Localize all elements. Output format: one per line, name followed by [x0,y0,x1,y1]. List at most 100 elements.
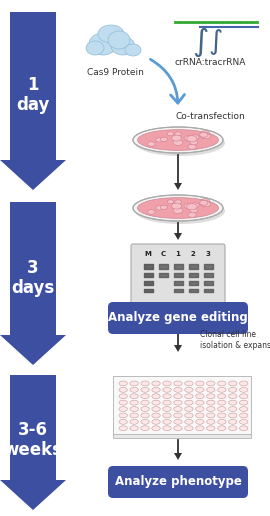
Ellipse shape [229,394,237,399]
Ellipse shape [174,420,182,424]
Ellipse shape [163,388,171,392]
Text: Clonal cell line
isolation & expansion: Clonal cell line isolation & expansion [200,330,270,350]
Ellipse shape [141,388,149,392]
Ellipse shape [201,131,210,136]
Ellipse shape [119,426,127,431]
Ellipse shape [185,420,193,424]
Ellipse shape [163,420,171,424]
Ellipse shape [119,381,127,386]
Ellipse shape [174,388,182,392]
Ellipse shape [130,413,138,418]
Ellipse shape [111,37,135,55]
FancyBboxPatch shape [108,466,248,498]
Ellipse shape [188,213,196,217]
Ellipse shape [133,195,223,221]
Ellipse shape [239,407,248,411]
Ellipse shape [130,381,138,386]
Ellipse shape [196,400,204,405]
Bar [113,376,251,434]
Ellipse shape [196,381,204,386]
Ellipse shape [141,381,149,386]
Ellipse shape [185,407,193,411]
Text: $\mathregular{\int}$: $\mathregular{\int}$ [208,27,222,57]
Ellipse shape [147,142,155,147]
Ellipse shape [239,420,248,424]
Ellipse shape [152,381,160,386]
Text: 1: 1 [176,251,180,257]
Ellipse shape [190,140,198,145]
Ellipse shape [130,394,138,399]
Ellipse shape [229,388,237,392]
FancyBboxPatch shape [108,302,248,334]
Ellipse shape [156,138,163,142]
Ellipse shape [218,420,226,424]
Ellipse shape [201,199,210,204]
Ellipse shape [152,413,160,418]
Ellipse shape [173,207,183,214]
Ellipse shape [202,202,211,206]
Ellipse shape [137,130,218,150]
Ellipse shape [156,206,163,210]
Ellipse shape [239,381,248,386]
Bar [10,375,56,480]
Ellipse shape [191,203,199,208]
Ellipse shape [200,132,208,137]
Bar [10,12,56,160]
Text: crRNA:tracrRNA: crRNA:tracrRNA [174,58,246,67]
Ellipse shape [163,426,171,431]
Ellipse shape [200,134,208,138]
Ellipse shape [218,388,226,392]
Ellipse shape [174,426,182,431]
Ellipse shape [239,400,248,405]
Ellipse shape [130,420,138,424]
Ellipse shape [187,136,197,142]
Ellipse shape [187,204,197,210]
Ellipse shape [191,135,199,140]
Ellipse shape [184,136,192,140]
Ellipse shape [196,420,204,424]
Ellipse shape [171,203,182,209]
Text: Analyze gene editing: Analyze gene editing [108,312,248,325]
Ellipse shape [167,132,174,136]
Polygon shape [174,453,182,460]
Ellipse shape [196,407,204,411]
Ellipse shape [133,127,223,153]
Ellipse shape [229,400,237,405]
Ellipse shape [184,204,192,208]
Ellipse shape [130,426,138,431]
Ellipse shape [185,381,193,386]
Ellipse shape [119,400,127,405]
Ellipse shape [130,407,138,411]
Text: 3: 3 [205,251,210,257]
Ellipse shape [239,426,248,431]
Text: 3-6
weeks: 3-6 weeks [4,421,62,459]
Ellipse shape [108,31,130,49]
Ellipse shape [239,413,248,418]
Ellipse shape [171,135,182,141]
Ellipse shape [135,198,225,224]
Ellipse shape [188,144,196,149]
Ellipse shape [218,394,226,399]
Ellipse shape [190,208,198,213]
Ellipse shape [196,388,204,392]
Ellipse shape [207,394,215,399]
Ellipse shape [185,400,193,405]
Ellipse shape [175,200,181,204]
Text: $\mathregular{\int}$: $\mathregular{\int}$ [192,25,208,59]
Ellipse shape [119,388,127,392]
Ellipse shape [119,394,127,399]
Ellipse shape [147,209,155,214]
Ellipse shape [174,407,182,411]
Ellipse shape [218,407,226,411]
Text: 1
day: 1 day [16,76,50,115]
Ellipse shape [218,426,226,431]
Ellipse shape [137,198,218,218]
Ellipse shape [218,400,226,405]
Ellipse shape [141,394,149,399]
Ellipse shape [200,200,208,205]
Bar [10,202,56,335]
Ellipse shape [130,400,138,405]
Ellipse shape [175,132,181,136]
Ellipse shape [185,388,193,392]
Text: M: M [144,251,151,257]
